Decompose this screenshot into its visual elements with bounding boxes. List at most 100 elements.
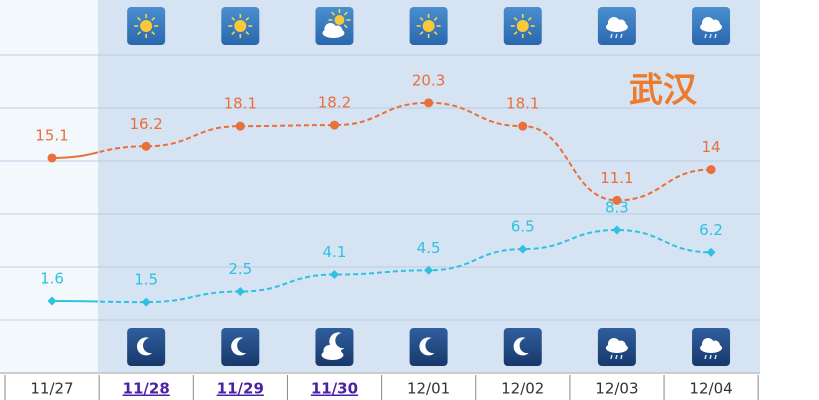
icon-cloud	[710, 19, 721, 30]
icon-drop	[709, 33, 712, 39]
value-label: 18.1	[506, 95, 539, 113]
icon-drop	[709, 354, 712, 360]
icon-drop	[704, 33, 707, 39]
icon-ray	[151, 16, 156, 21]
icon-bg	[409, 328, 448, 366]
x-tick-label: 11/29	[217, 380, 264, 398]
series-line	[98, 229, 712, 304]
icon-drop	[615, 354, 618, 360]
value-label: 1.5	[134, 271, 158, 289]
weather-icon	[409, 328, 448, 366]
icon-cloud	[331, 347, 342, 358]
value-label: 8.3	[605, 199, 629, 217]
icon-ray	[343, 24, 348, 29]
icon-ray	[245, 31, 250, 36]
weather-icon	[221, 328, 260, 366]
past-area	[0, 0, 98, 372]
weather-icon	[692, 328, 731, 366]
icon-moon	[329, 332, 345, 351]
icon-cloud	[615, 340, 626, 351]
value-label: 16.2	[129, 115, 162, 133]
icon-ray	[433, 31, 438, 36]
icon-bg	[127, 328, 166, 366]
point	[518, 244, 528, 254]
point	[235, 287, 245, 296]
icon-sun	[334, 15, 345, 25]
point	[141, 297, 151, 307]
point	[612, 195, 622, 205]
point	[329, 270, 339, 280]
icon-drop	[714, 354, 717, 360]
grid	[0, 54, 760, 321]
point	[424, 98, 434, 108]
weather-icon	[221, 7, 260, 45]
icon-drop	[714, 33, 717, 39]
value-label: 18.1	[224, 95, 257, 113]
value-label: 6.5	[511, 218, 535, 236]
point	[518, 121, 528, 131]
icon-ray	[527, 31, 532, 36]
icon-moon	[419, 337, 435, 356]
icon-drop	[610, 354, 613, 360]
x-tick-label: 11/30	[311, 380, 358, 398]
icon-ray	[231, 31, 236, 36]
value-label: 1.6	[40, 270, 64, 288]
value-label: 2.5	[228, 260, 252, 278]
point	[706, 247, 716, 257]
icon-bg	[221, 328, 260, 366]
icon-moon	[136, 337, 153, 356]
icon-ray	[419, 31, 424, 36]
icon-ray	[245, 16, 250, 21]
value-label: 6.2	[699, 221, 723, 239]
series-line	[98, 101, 712, 202]
icon-drop	[620, 354, 623, 360]
icon-ray	[513, 31, 518, 36]
weather-icon	[127, 7, 166, 45]
value-label: 11.1	[600, 169, 633, 187]
x-tick-label: 12/02	[501, 380, 544, 398]
weather-icon	[315, 328, 354, 366]
weather-icon	[315, 7, 354, 45]
icon-ray	[331, 11, 336, 16]
weather-icon	[127, 328, 166, 366]
icon-drop	[610, 33, 613, 39]
icon-moon	[513, 337, 529, 356]
point	[141, 141, 151, 151]
icon-ray	[419, 16, 424, 21]
point	[47, 153, 57, 163]
weather-icon	[692, 7, 731, 45]
value-label: 4.1	[323, 243, 347, 261]
icon-drop	[704, 354, 707, 360]
icon-ray	[137, 31, 142, 36]
icon-sun	[140, 20, 153, 32]
weather-icon	[597, 7, 636, 45]
value-label: 20.3	[412, 71, 445, 89]
icon-moon	[231, 337, 247, 356]
icon-drop	[615, 33, 618, 39]
icon-sun	[234, 20, 247, 32]
icon-ray	[231, 16, 236, 21]
point	[235, 121, 245, 131]
icon-bg	[503, 328, 542, 366]
point	[329, 120, 339, 130]
value-label: 15.1	[35, 126, 68, 144]
icon-ray	[433, 16, 438, 21]
x-tick-label: 12/04	[689, 380, 732, 398]
point	[612, 225, 622, 235]
value-label: 14	[702, 138, 721, 156]
x-tick-label: 12/01	[407, 380, 450, 398]
x-tick-label: 11/28	[123, 380, 170, 398]
forecast-area	[98, 0, 760, 372]
weather-icon	[597, 328, 636, 366]
icon-drop	[620, 33, 623, 39]
value-label: 4.5	[417, 239, 441, 257]
icon-cloud	[615, 19, 626, 30]
point	[424, 265, 434, 275]
point	[47, 296, 57, 306]
value-label: 18.2	[318, 94, 351, 112]
chart-title: 武汉	[629, 71, 698, 111]
weather-icon	[503, 7, 542, 45]
weather-icon	[503, 328, 542, 366]
